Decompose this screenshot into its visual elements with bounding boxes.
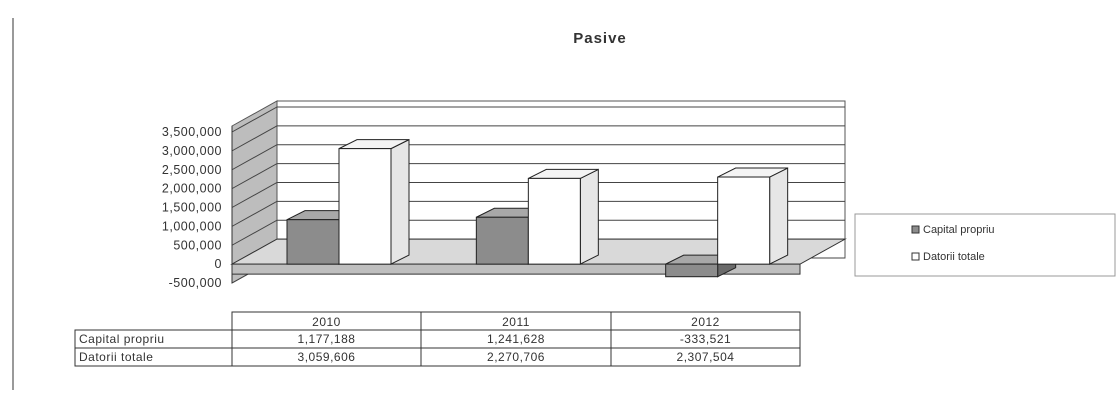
bar-datorii-totale-2011: [527, 177, 581, 265]
bar-side: [390, 138, 410, 265]
table-series-label: Capital propriu: [79, 332, 165, 346]
gridline: [231, 106, 845, 133]
table-cell-value: 1,177,188: [298, 332, 356, 346]
y-tick-label: 3,000,000: [162, 144, 222, 158]
y-tick-label: 1,500,000: [162, 201, 222, 215]
y-tick-label: 2,000,000: [162, 182, 222, 196]
table-cell-value: 2,307,504: [677, 350, 735, 364]
table-cell-value: 3,059,606: [298, 350, 356, 364]
x-tick-label: 2011: [502, 315, 530, 329]
legend-box: [854, 213, 1116, 277]
bar-side: [769, 167, 789, 265]
y-axis: 3,500,000 3,000,000 2,500,000 2,000,000 1,50…: [162, 125, 233, 290]
y-tick-label: 1,000,000: [162, 219, 222, 233]
x-tick-label: 2010: [312, 315, 341, 329]
legend-label: Capital propriu: [923, 224, 995, 236]
table-cell-value: 2,270,706: [487, 350, 545, 364]
y-tick-label: -500,000: [169, 276, 222, 290]
chart-bars: [286, 138, 789, 278]
data-table: 2010 2011 2012 Capital propriu 1,177,188 1,24…: [74, 311, 801, 367]
table-series-label: Datorii totale: [79, 350, 153, 364]
gridline: [231, 144, 845, 171]
x-tick-label: 2012: [691, 315, 720, 329]
gridline: [231, 219, 845, 246]
y-tick-label: 3,500,000: [162, 125, 222, 139]
legend-swatch: [911, 225, 920, 234]
chart-legend: Capital propriu Datorii totale: [854, 213, 1116, 277]
bar-capital-propriu-2012: [665, 263, 719, 278]
bar-datorii-totale-2012: [717, 176, 771, 265]
gridline: [231, 182, 845, 208]
chart-gridlines: [231, 106, 845, 284]
gridline: [231, 200, 845, 227]
bar-datorii-totale-2010: [338, 148, 392, 265]
chart-title: Pasive: [573, 30, 627, 47]
gridline: [231, 163, 845, 190]
y-tick-label: 500,000: [173, 238, 222, 252]
y-tick-label: 0: [215, 257, 222, 271]
table-cell-value: -333,521: [680, 332, 731, 346]
bar-side: [579, 168, 599, 265]
legend-label: Datorii totale: [923, 251, 985, 263]
page-edge-line: [12, 18, 14, 390]
y-tick-label: 2,500,000: [162, 163, 222, 177]
bar-capital-propriu-2011: [475, 216, 529, 265]
gridline: [231, 125, 845, 152]
table-row: [74, 347, 801, 367]
bar-capital-propriu-2010: [286, 219, 340, 265]
legend-swatch: [911, 252, 920, 261]
table-cell-value: 1,241,628: [487, 332, 545, 346]
